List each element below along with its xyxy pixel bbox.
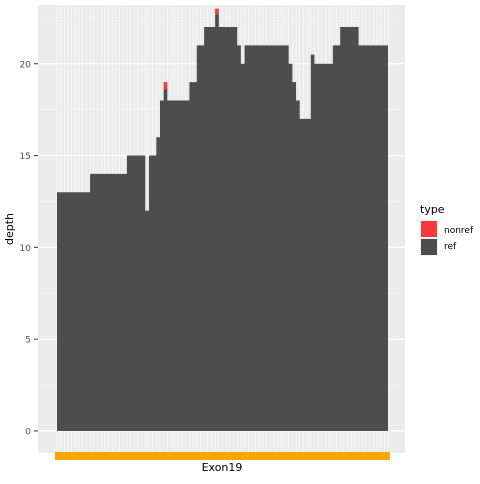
exon-track-bar	[55, 452, 390, 460]
legend-swatch-ref	[421, 239, 437, 255]
y-tick-label: 5	[25, 336, 31, 346]
legend-label-nonref: nonref	[444, 226, 474, 236]
legend-swatch-nonref	[421, 221, 437, 237]
y-tick-label: 20	[20, 60, 32, 70]
area-layer	[57, 8, 388, 431]
y-axis-label: depth	[3, 213, 16, 245]
y-tick-label: 10	[20, 244, 32, 254]
legend: type nonref ref	[420, 203, 474, 256]
legend-label-ref: ref	[444, 242, 457, 252]
y-axis: 0 5 10 15 20	[20, 60, 38, 437]
y-tick-label: 15	[20, 152, 31, 162]
legend-title: type	[420, 203, 445, 216]
y-tick-label: 0	[25, 427, 31, 437]
series-ref-area	[57, 14, 388, 431]
exon-track-label: Exon19	[202, 461, 243, 474]
